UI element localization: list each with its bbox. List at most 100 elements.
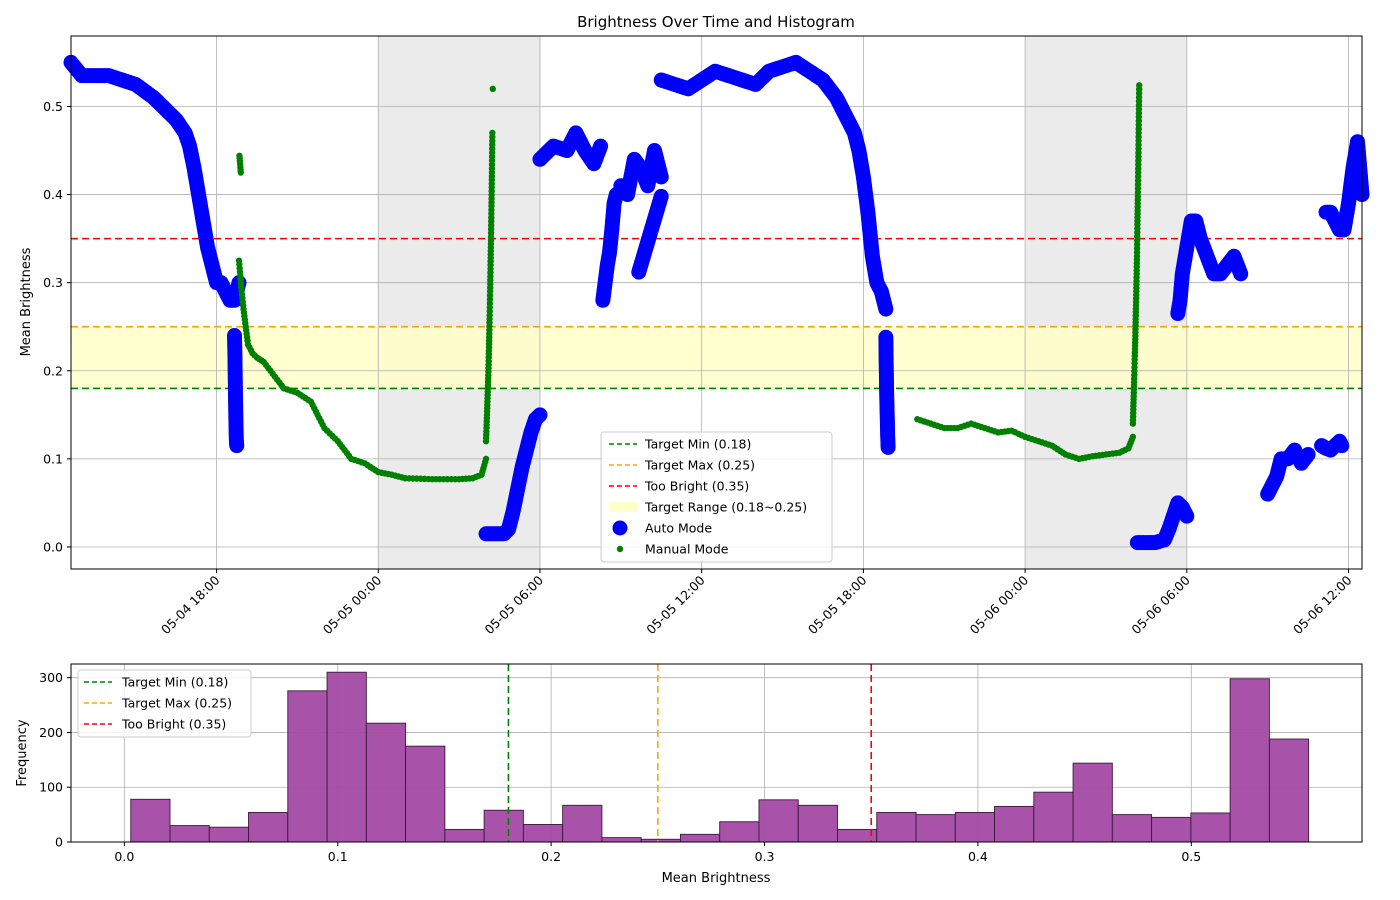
histogram-bar (287, 690, 328, 843)
legend-label: Too Bright (0.35) (644, 479, 749, 494)
x-tick-label: 05-06 12:00 (1290, 572, 1355, 637)
auto-mode-point (1300, 446, 1316, 462)
hist-legend-label: Too Bright (0.35) (121, 717, 226, 732)
hist-legend-label: Target Min (0.18) (121, 675, 228, 690)
histogram-bar (1229, 678, 1270, 843)
legend-label: Auto Mode (645, 521, 712, 536)
histogram-legend: Target Min (0.18) Target Max (0.25) Too Br… (77, 669, 252, 738)
top-x-ticks: 05-04 18:00 05-05 00:00 05-05 06:00 05-05 1… (158, 569, 1355, 637)
x-tick-label: 05-05 06:00 (482, 572, 547, 637)
histogram-bar (679, 833, 721, 843)
hist-legend-box (77, 669, 252, 738)
hist-x-tick-label: 0.4 (968, 849, 988, 864)
x-tick-label: 05-05 12:00 (643, 572, 708, 637)
histogram-bar (326, 671, 367, 843)
top-y-axis-label: Mean Brightness (19, 247, 34, 356)
x-tick-label: 05-06 06:00 (1128, 572, 1193, 637)
hist-x-tick-label: 0.0 (114, 849, 134, 864)
histogram-bar (601, 837, 642, 843)
hist-legend-label: Target Max (0.25) (121, 696, 232, 711)
auto-mode-point (878, 301, 894, 317)
histogram-reference-lines (507, 664, 873, 842)
legend-label: Target Min (0.18) (644, 437, 751, 452)
histogram-bar (954, 811, 995, 843)
top-legend: Target Min (0.18) Target Max (0.25) Too Br… (600, 431, 833, 563)
manual-mode-point (1135, 82, 1143, 89)
top-scatter-points (63, 54, 1370, 551)
chart-title: Brightness Over Time and Histogram (577, 13, 855, 31)
manual-mode-point (237, 169, 244, 176)
histogram-bar (1268, 738, 1310, 843)
histogram-bars (130, 671, 1310, 843)
hist-y-tick-label: 0 (55, 835, 63, 850)
histogram-bar (169, 825, 210, 843)
histogram-bar (562, 804, 603, 843)
histogram-y-axis-label: Frequency (15, 719, 30, 786)
x-tick-label: 05-04 18:00 (158, 572, 223, 637)
histogram-bar (130, 798, 171, 843)
legend-box (600, 431, 833, 563)
night-period-shade (1025, 36, 1187, 569)
histogram-bar (483, 809, 524, 843)
auto-mode-point (1334, 438, 1350, 454)
auto-mode-point (532, 407, 548, 423)
histogram-bar (915, 814, 956, 843)
histogram-bar (208, 826, 249, 843)
histogram-bar (248, 811, 289, 843)
legend-patch-swatch (609, 502, 637, 512)
histogram-bar (405, 745, 446, 843)
hist-x-tick-label: 0.2 (541, 849, 561, 864)
hist-y-tick-label: 300 (39, 670, 63, 685)
legend-marker-swatch (612, 520, 628, 536)
y-tick-label: 0.4 (43, 187, 63, 202)
legend-label: Target Max (0.25) (644, 458, 755, 473)
top-plot-background (71, 36, 1362, 569)
histogram-bar (522, 824, 564, 843)
manual-mode-point (489, 85, 496, 93)
histogram-bar (365, 722, 407, 843)
histogram-frame (70, 663, 1363, 843)
y-tick-label: 0.2 (43, 363, 63, 378)
histogram-bar (797, 804, 838, 843)
auto-mode-point (1233, 266, 1249, 282)
y-tick-label: 0.3 (43, 275, 63, 290)
target-range-band (71, 326, 1362, 389)
histogram-bar (758, 799, 799, 843)
auto-mode-point (1179, 508, 1195, 524)
hist-x-tick-label: 0.1 (328, 849, 348, 864)
hist-y-tick-label: 100 (39, 780, 63, 795)
top-y-ticks: 0.0 0.1 0.2 0.3 0.4 0.5 (43, 99, 71, 554)
histogram-bar (444, 828, 485, 843)
legend-marker-swatch (616, 545, 624, 553)
histogram-bar (1072, 762, 1113, 843)
histogram-y-ticks: 0 100 200 300 (39, 670, 71, 850)
hist-y-tick-label: 200 (39, 725, 63, 740)
legend-label: Target Range (0.18~0.25) (644, 500, 807, 515)
histogram-bar (1190, 812, 1231, 843)
manual-mode-point (489, 129, 496, 137)
top-plot-frame (70, 35, 1363, 570)
y-tick-label: 0.5 (43, 99, 63, 114)
histogram-bar (994, 805, 1035, 843)
auto-mode-point (229, 438, 245, 454)
histogram-bar (719, 821, 760, 843)
histogram-x-axis-label: Mean Brightness (662, 871, 771, 886)
auto-mode-point (593, 138, 609, 154)
hist-x-tick-label: 0.3 (755, 849, 775, 864)
auto-mode-point (880, 439, 896, 455)
histogram-x-ticks: 0.0 0.1 0.2 0.3 0.4 0.5 (114, 842, 1201, 864)
auto-mode-point (653, 169, 669, 185)
histogram-bar (1033, 791, 1074, 843)
histogram-bar (876, 811, 917, 843)
histogram-bar (1111, 814, 1153, 843)
y-tick-label: 0.1 (43, 451, 63, 466)
x-tick-label: 05-05 18:00 (805, 572, 870, 637)
histogram-bar (1151, 816, 1192, 843)
auto-mode-point (653, 188, 669, 204)
x-tick-label: 05-06 00:00 (967, 572, 1032, 637)
manual-mode-point (1129, 433, 1137, 441)
hist-x-tick-label: 0.5 (1181, 849, 1201, 864)
y-tick-label: 0.0 (43, 539, 63, 554)
manual-mode-point (482, 455, 490, 463)
